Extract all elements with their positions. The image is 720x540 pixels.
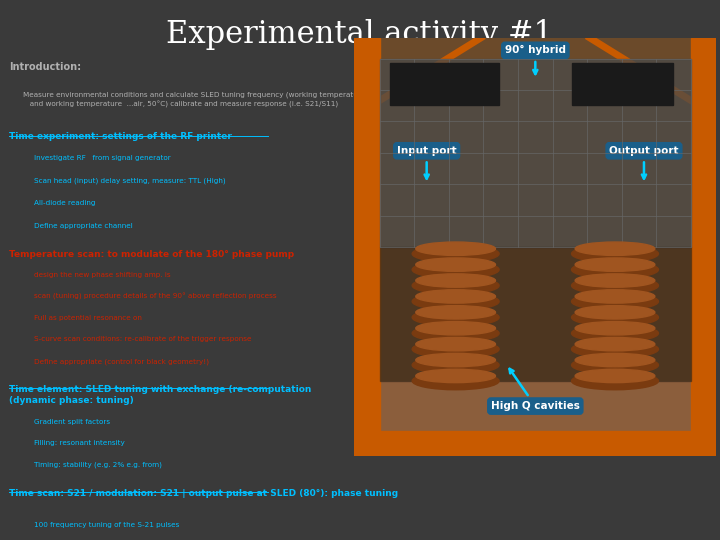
Ellipse shape (416, 274, 495, 287)
Ellipse shape (575, 258, 654, 271)
Text: Define appropriate channel: Define appropriate channel (34, 223, 132, 229)
Ellipse shape (416, 353, 495, 367)
Ellipse shape (572, 293, 659, 310)
Text: Output port: Output port (609, 146, 679, 179)
Text: Time element: SLED tuning with exchange (re-computation
(dynamic phase: tuning): Time element: SLED tuning with exchange … (9, 385, 311, 405)
Bar (354, 431, 716, 456)
Ellipse shape (412, 340, 499, 358)
Ellipse shape (416, 369, 495, 383)
Ellipse shape (575, 274, 654, 287)
Text: 90° hybrid: 90° hybrid (505, 45, 566, 74)
Bar (354, 381, 716, 456)
Ellipse shape (572, 245, 659, 262)
Text: Time experiment: settings of the RF printer: Time experiment: settings of the RF prin… (9, 132, 232, 141)
Text: Experimental activity #1: Experimental activity #1 (166, 19, 554, 50)
Text: Time scan: S21 / modulation: S21 | output pulse at SLED (80°): phase tuning: Time scan: S21 / modulation: S21 | outpu… (9, 489, 397, 498)
Ellipse shape (412, 261, 499, 279)
Text: High Q cavities: High Q cavities (491, 369, 580, 411)
Ellipse shape (412, 293, 499, 310)
Ellipse shape (416, 306, 495, 319)
Ellipse shape (575, 290, 654, 303)
Bar (390, 63, 499, 105)
Text: Define appropriate (control for black geometry!): Define appropriate (control for black ge… (34, 358, 209, 365)
Text: Gradient split factors: Gradient split factors (34, 418, 110, 424)
Ellipse shape (412, 277, 499, 294)
Text: Scan head (input) delay setting, measure: TTL (High): Scan head (input) delay setting, measure… (34, 178, 225, 184)
Text: All-diode reading: All-diode reading (34, 200, 95, 206)
Ellipse shape (572, 340, 659, 358)
Bar (379, 59, 691, 247)
Ellipse shape (572, 372, 659, 390)
Ellipse shape (575, 338, 654, 351)
Text: Full as potential resonance on: Full as potential resonance on (34, 315, 142, 321)
Ellipse shape (412, 356, 499, 374)
Ellipse shape (575, 321, 654, 335)
Bar (572, 63, 673, 105)
Text: Timing: stability (e.g. 2% e.g. from): Timing: stability (e.g. 2% e.g. from) (34, 462, 162, 468)
Ellipse shape (572, 356, 659, 374)
Ellipse shape (572, 277, 659, 294)
Bar (379, 247, 691, 381)
Ellipse shape (572, 261, 659, 279)
Bar (354, 38, 379, 456)
Ellipse shape (575, 242, 654, 255)
Ellipse shape (416, 338, 495, 351)
Ellipse shape (412, 372, 499, 390)
Text: S-curve scan conditions: re-calibrate of the trigger response: S-curve scan conditions: re-calibrate of… (34, 336, 251, 342)
Ellipse shape (412, 325, 499, 342)
Ellipse shape (572, 308, 659, 326)
Bar (691, 38, 716, 456)
Text: 100 frequency tuning of the S-21 pulses: 100 frequency tuning of the S-21 pulses (34, 522, 179, 528)
Ellipse shape (572, 325, 659, 342)
Text: scan (tuning) procedure details of the 90° above reflection process: scan (tuning) procedure details of the 9… (34, 293, 276, 300)
Text: design the new phase shifting amp. is: design the new phase shifting amp. is (34, 272, 171, 278)
Ellipse shape (416, 258, 495, 271)
Ellipse shape (412, 308, 499, 326)
Ellipse shape (416, 290, 495, 303)
Ellipse shape (416, 242, 495, 255)
Text: Filling: resonant intensity: Filling: resonant intensity (34, 440, 125, 446)
Ellipse shape (575, 306, 654, 319)
Text: Temperature scan: to modulate of the 180° phase pump: Temperature scan: to modulate of the 180… (9, 250, 294, 259)
Ellipse shape (575, 369, 654, 383)
Text: Investigate RF   from signal generator: Investigate RF from signal generator (34, 155, 171, 161)
Ellipse shape (412, 245, 499, 262)
Ellipse shape (416, 321, 495, 335)
Text: Input port: Input port (397, 146, 456, 179)
Ellipse shape (575, 353, 654, 367)
Text: Measure environmental conditions and calculate SLED tuning frequency (working te: Measure environmental conditions and cal… (23, 92, 365, 108)
Text: Introduction:: Introduction: (9, 62, 81, 72)
